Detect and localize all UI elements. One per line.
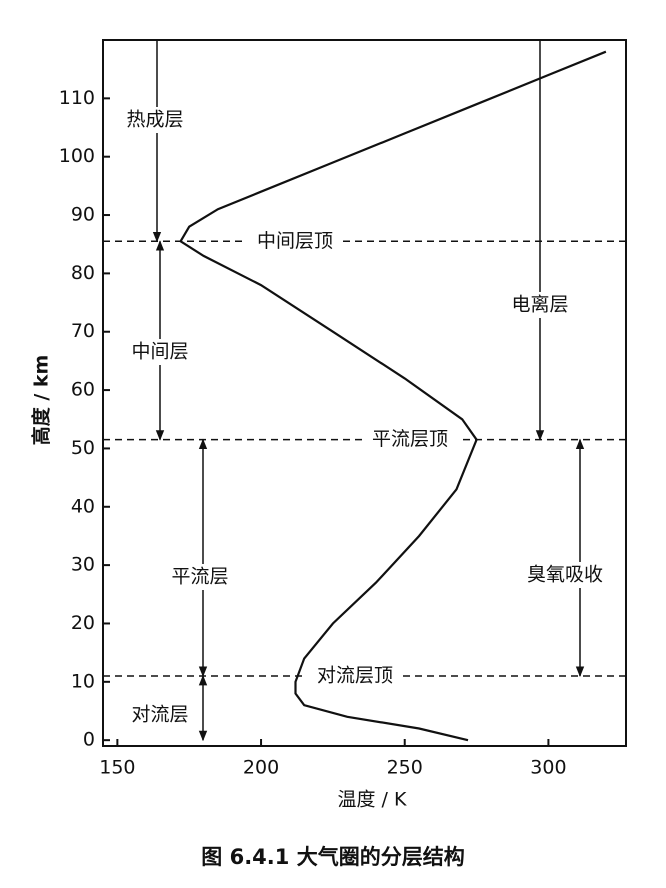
x-tick-label: 150 <box>99 757 135 779</box>
y-tick-label: 100 <box>59 145 95 167</box>
boundary-label: 中间层顶 <box>257 230 333 252</box>
region-label-bg <box>498 292 582 318</box>
region-label: 臭氧吸收 <box>527 564 603 586</box>
y-tick-label: 30 <box>71 554 95 576</box>
y-axis-label: 高度 / km <box>30 355 53 446</box>
y-tick-label: 0 <box>83 729 95 751</box>
region-label: 中间层 <box>131 341 188 363</box>
x-tick-label: 300 <box>530 757 566 779</box>
y-tick-label: 110 <box>59 87 95 109</box>
y-tick-label: 40 <box>71 495 95 517</box>
plot-frame <box>102 39 627 747</box>
boundary-label-bg <box>362 427 458 452</box>
region-label: 平流层 <box>171 566 228 588</box>
y-tick-label: 10 <box>71 670 95 692</box>
region-label-bg <box>118 339 202 365</box>
x-axis-label: 温度 / K <box>338 789 407 811</box>
boundary-label-bg <box>247 229 343 254</box>
x-tick-label: 200 <box>243 757 279 779</box>
y-tick-label: 90 <box>71 204 95 226</box>
boundary-label: 对流层顶 <box>317 664 393 686</box>
boundary-label: 平流层顶 <box>372 428 448 450</box>
region-label: 热成层 <box>126 109 183 131</box>
region-label-bg <box>158 564 242 590</box>
caption: 图 6.4.1 大气圈的分层结构 <box>201 845 464 869</box>
region-label-bg <box>523 562 607 588</box>
region-label-bg <box>113 107 197 133</box>
y-tick-label: 70 <box>71 320 95 342</box>
y-tick-label: 50 <box>71 437 95 459</box>
region-label: 对流层 <box>131 704 188 726</box>
boundary-label-bg <box>307 663 403 688</box>
x-tick-label: 250 <box>387 757 423 779</box>
region-label: 电离层 <box>511 294 568 316</box>
y-tick-label: 80 <box>71 262 95 284</box>
y-tick-label: 20 <box>71 612 95 634</box>
y-tick-label: 60 <box>71 379 95 401</box>
region-label-bg <box>118 702 202 728</box>
temperature-curve <box>179 50 607 742</box>
